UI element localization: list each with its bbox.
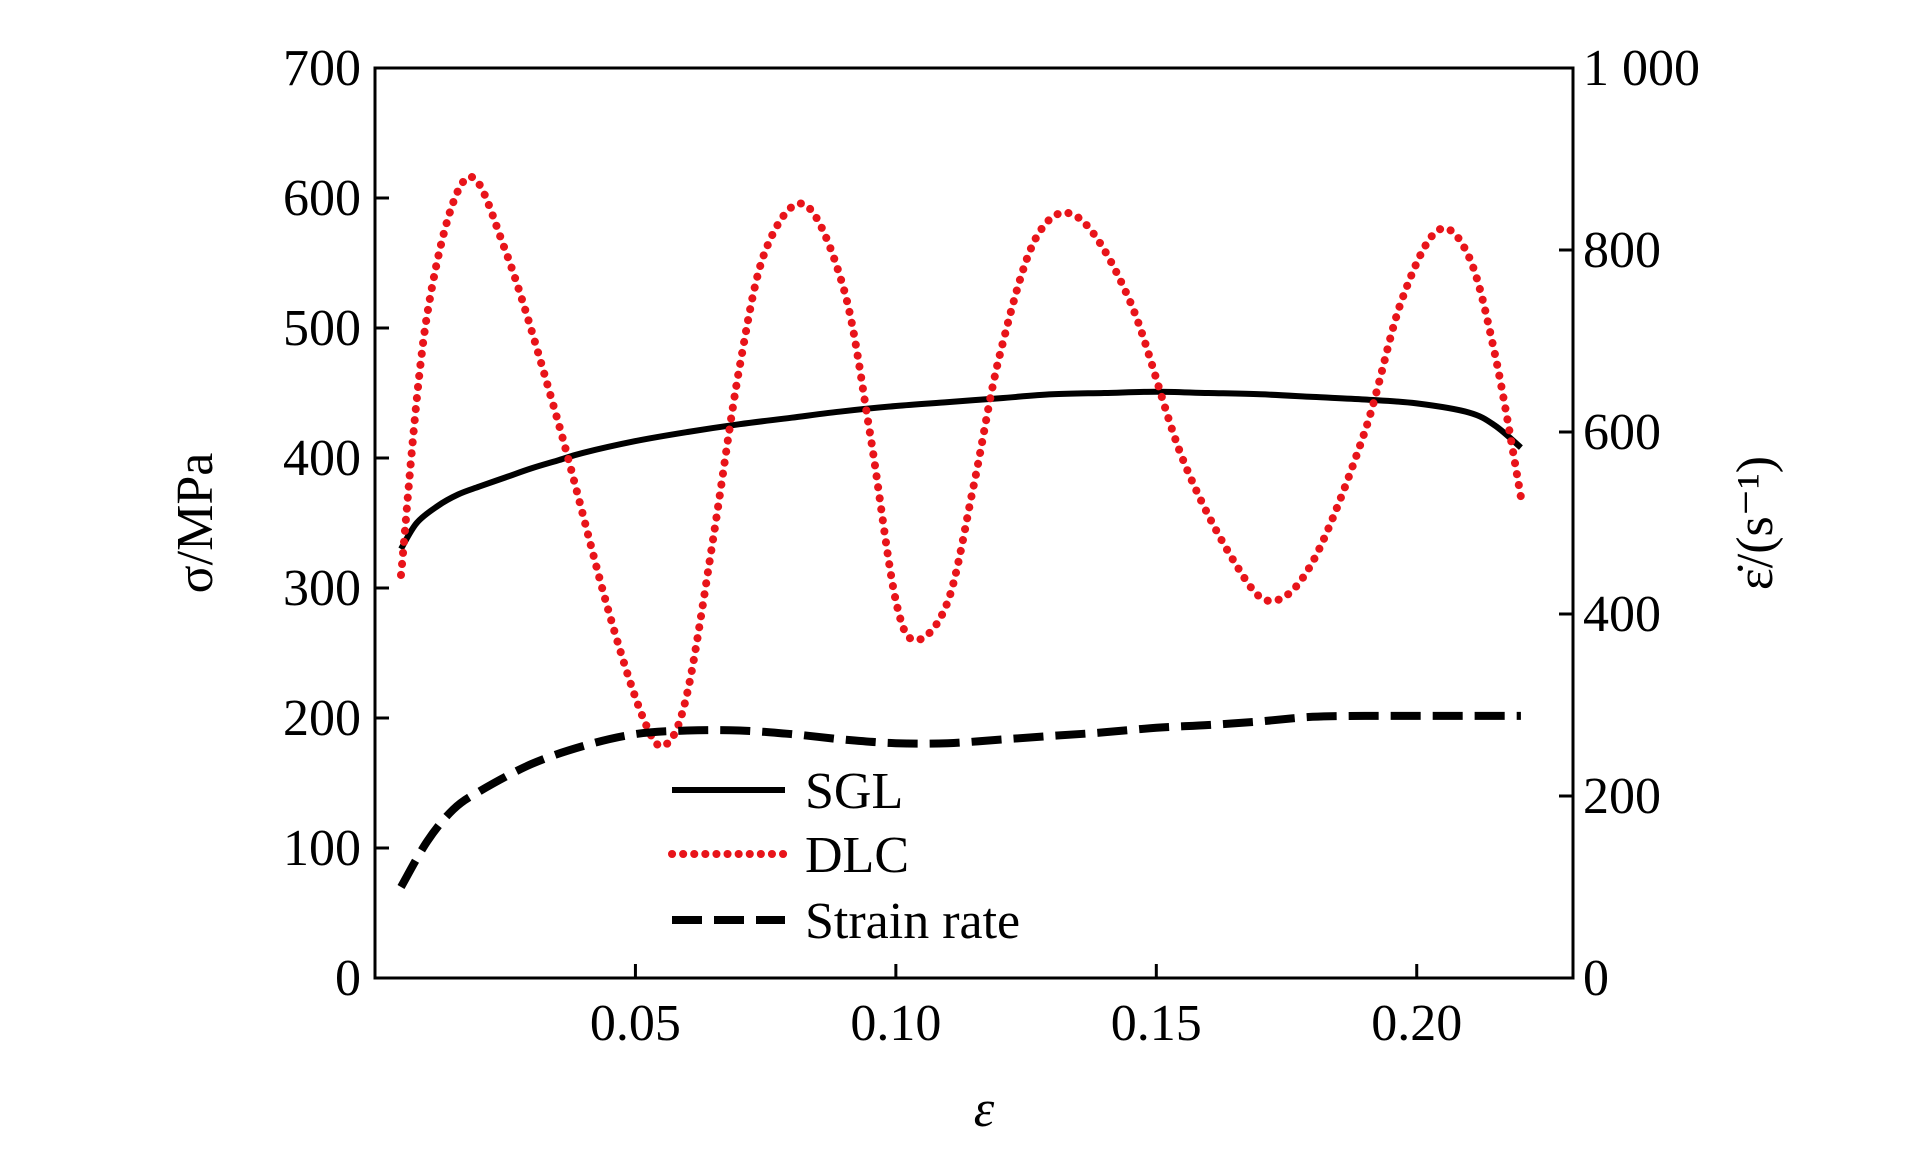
x-tick-label: 0.15: [1111, 995, 1202, 1052]
x-axis-label: ε: [974, 1081, 995, 1138]
plot-frame: [373, 66, 1575, 980]
right-y-tick-label: 1 000: [1583, 40, 1700, 97]
x-tick-label: 0.20: [1371, 995, 1462, 1052]
legend-label-strain-rate: Strain rate: [805, 893, 1020, 950]
right-y-tick-label: 0: [1583, 950, 1609, 1007]
right-y-tick-label: 400: [1583, 586, 1661, 643]
right-y-tick-label: 200: [1583, 768, 1661, 825]
right-y-tick-label: 800: [1583, 222, 1661, 279]
x-axis-ticks: 0.05 0.10 0.15 0.20: [590, 964, 1462, 1052]
left-y-tick-label: 700: [283, 40, 361, 97]
x-tick-label: 0.10: [850, 995, 941, 1052]
legend-label-sgl: SGL: [805, 763, 903, 820]
left-y-tick-label: 600: [283, 170, 361, 227]
right-y-axis-ticks: 0 200 400 600 800 1 000: [1559, 40, 1700, 1007]
legend: SGL DLC Strain rate: [668, 763, 1020, 950]
left-y-tick-label: 200: [283, 690, 361, 747]
legend-label-dlc: DLC: [805, 827, 909, 884]
left-y-axis-label: σ/MPa: [167, 453, 224, 594]
right-y-tick-label: 600: [1583, 404, 1661, 461]
series-line-sgl: [398, 388, 1523, 551]
x-tick-label: 0.05: [590, 995, 681, 1052]
left-y-tick-label: 0: [335, 950, 361, 1007]
left-y-tick-label: 300: [283, 560, 361, 617]
right-y-axis-label: ε̇/(s⁻¹): [1727, 456, 1784, 590]
left-y-tick-label: 500: [283, 300, 361, 357]
series-layer: [397, 172, 1525, 890]
left-y-tick-label: 100: [283, 820, 361, 877]
left-y-axis-ticks: 0 100 200 300 400 500 600 700: [283, 40, 389, 1007]
series-line-strain-rate: [397, 711, 1521, 890]
series-line-dlc: [397, 172, 1525, 751]
left-y-tick-label: 400: [283, 430, 361, 487]
